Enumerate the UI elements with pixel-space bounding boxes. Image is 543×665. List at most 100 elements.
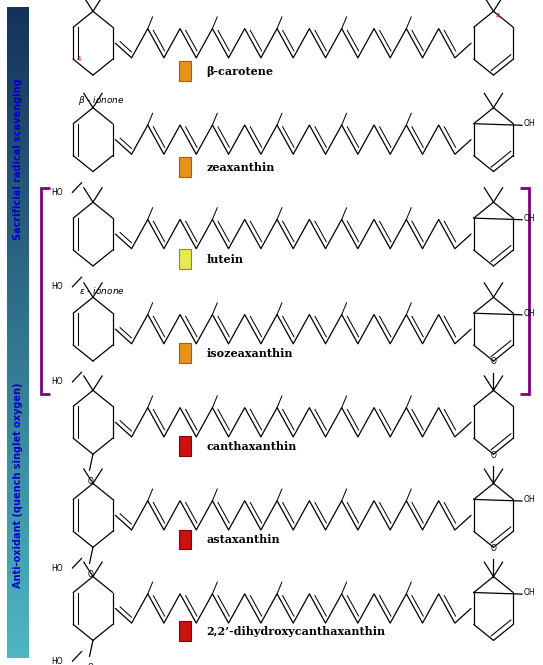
Bar: [7, 172, 29, 175]
Bar: [7, 185, 29, 188]
Text: O: O: [88, 664, 93, 665]
Bar: [7, 233, 29, 236]
Bar: [7, 444, 29, 447]
Bar: [7, 182, 29, 185]
Text: 2,2’-dihydroxycanthaxanthin: 2,2’-dihydroxycanthaxanthin: [206, 626, 386, 637]
Bar: [7, 106, 29, 108]
Bar: [7, 422, 29, 424]
Text: Anti-oxidant (quench singlet oxygen): Anti-oxidant (quench singlet oxygen): [13, 382, 23, 589]
Bar: [7, 68, 29, 70]
Bar: [7, 508, 29, 511]
Bar: [7, 65, 29, 68]
Bar: [7, 513, 29, 516]
Bar: [7, 103, 29, 106]
Bar: [7, 335, 29, 338]
Bar: [7, 615, 29, 618]
Text: $\varepsilon$ - ionone: $\varepsilon$ - ionone: [79, 285, 125, 296]
Bar: [7, 22, 29, 25]
Bar: [7, 73, 29, 75]
Bar: [7, 14, 29, 17]
Bar: [7, 154, 29, 157]
Bar: [7, 126, 29, 129]
Bar: [7, 490, 29, 493]
Bar: [7, 330, 29, 332]
Bar: [7, 332, 29, 335]
Bar: [7, 437, 29, 440]
Bar: [7, 579, 29, 582]
Bar: [179, 343, 191, 363]
Bar: [7, 32, 29, 35]
Bar: [7, 9, 29, 12]
Bar: [7, 656, 29, 658]
Bar: [7, 620, 29, 622]
Bar: [7, 231, 29, 233]
Bar: [7, 58, 29, 60]
Bar: [7, 157, 29, 160]
Bar: [7, 116, 29, 118]
Bar: [7, 80, 29, 83]
Bar: [7, 136, 29, 139]
Bar: [7, 207, 29, 210]
Bar: [7, 45, 29, 47]
Text: isozeaxanthin: isozeaxanthin: [206, 348, 293, 359]
Bar: [7, 27, 29, 29]
Bar: [7, 132, 29, 134]
Bar: [7, 483, 29, 485]
Bar: [7, 142, 29, 144]
Bar: [7, 236, 29, 238]
Bar: [7, 511, 29, 513]
Text: O: O: [490, 357, 496, 366]
Bar: [7, 597, 29, 600]
Bar: [7, 396, 29, 399]
Bar: [7, 111, 29, 114]
Bar: [7, 167, 29, 170]
Bar: [7, 307, 29, 310]
Bar: [7, 139, 29, 142]
Text: OH: OH: [523, 119, 535, 128]
Bar: [7, 590, 29, 592]
Bar: [7, 569, 29, 572]
Bar: [7, 450, 29, 452]
Bar: [7, 203, 29, 205]
Text: O: O: [490, 450, 496, 460]
Bar: [7, 241, 29, 243]
Bar: [7, 98, 29, 101]
Bar: [7, 86, 29, 88]
Bar: [7, 259, 29, 261]
Bar: [7, 162, 29, 164]
Bar: [7, 414, 29, 416]
Text: HO: HO: [52, 377, 64, 386]
Bar: [7, 404, 29, 406]
Bar: [7, 447, 29, 450]
Text: lutein: lutein: [206, 254, 243, 265]
Bar: [7, 366, 29, 368]
Bar: [7, 562, 29, 564]
Bar: [7, 83, 29, 86]
Bar: [7, 78, 29, 80]
Bar: [7, 381, 29, 384]
Bar: [7, 101, 29, 103]
Bar: [7, 90, 29, 93]
Bar: [7, 564, 29, 567]
Bar: [7, 488, 29, 490]
Bar: [7, 370, 29, 373]
Bar: [7, 251, 29, 253]
Bar: [7, 7, 29, 9]
Bar: [179, 61, 191, 81]
Text: OH: OH: [523, 588, 535, 597]
Bar: [7, 192, 29, 195]
Bar: [7, 498, 29, 501]
Bar: [7, 473, 29, 475]
Bar: [7, 625, 29, 628]
Bar: [7, 266, 29, 269]
Bar: [7, 348, 29, 350]
Bar: [7, 195, 29, 198]
Bar: [7, 289, 29, 292]
Bar: [7, 406, 29, 409]
Bar: [7, 523, 29, 526]
Bar: [7, 401, 29, 404]
Bar: [7, 600, 29, 602]
Bar: [7, 210, 29, 213]
Bar: [7, 409, 29, 412]
Bar: [7, 554, 29, 557]
